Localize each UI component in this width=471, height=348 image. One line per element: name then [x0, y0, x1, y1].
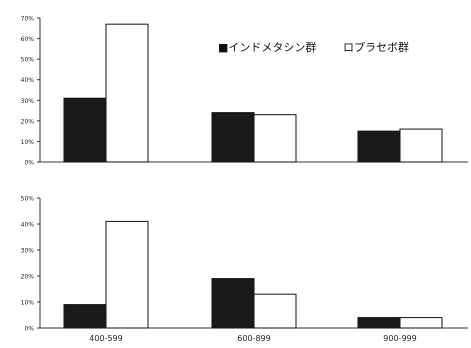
- y-tick-label: 60%: [21, 36, 35, 43]
- x-category-label: 600-899: [237, 334, 270, 343]
- y-tick-label: 10%: [21, 139, 35, 146]
- y-tick-label: 30%: [21, 98, 35, 105]
- x-category-label: 400-599: [89, 334, 122, 343]
- bar-indomethacin-0-1: [211, 112, 255, 163]
- y-tick-label: 20%: [21, 118, 35, 125]
- y-tick-label: 30%: [21, 248, 35, 255]
- bar-placebo-1-2: [399, 317, 443, 329]
- bar-indomethacin-0-2: [357, 130, 401, 163]
- bar-placebo-1-1: [253, 293, 297, 329]
- legend-label-indomethacin: ■インドメタシン群: [218, 40, 316, 54]
- legend-label-placebo: ロプラセボ群: [343, 40, 409, 54]
- bar-indomethacin-1-0: [63, 304, 107, 329]
- bar-indomethacin-1-1: [211, 278, 255, 329]
- y-tick-label: 40%: [21, 222, 35, 229]
- y-tick-label: 50%: [21, 57, 35, 64]
- bar-indomethacin-1-2: [357, 317, 401, 329]
- bar-placebo-0-0: [105, 23, 149, 163]
- y-tick-label: 50%: [21, 196, 35, 203]
- bar-placebo-0-2: [399, 128, 443, 163]
- y-tick-label: 10%: [21, 300, 35, 307]
- bar-indomethacin-0-0: [63, 97, 107, 163]
- y-tick-label: 40%: [21, 77, 35, 84]
- bar-placebo-0-1: [253, 114, 297, 163]
- y-tick-label: 0%: [24, 326, 34, 333]
- y-tick-label: 70%: [21, 16, 35, 23]
- y-tick-label: 0%: [24, 160, 34, 167]
- x-category-label: 900-999: [383, 334, 416, 343]
- bar-placebo-1-0: [105, 220, 149, 329]
- y-tick-label: 20%: [21, 274, 35, 281]
